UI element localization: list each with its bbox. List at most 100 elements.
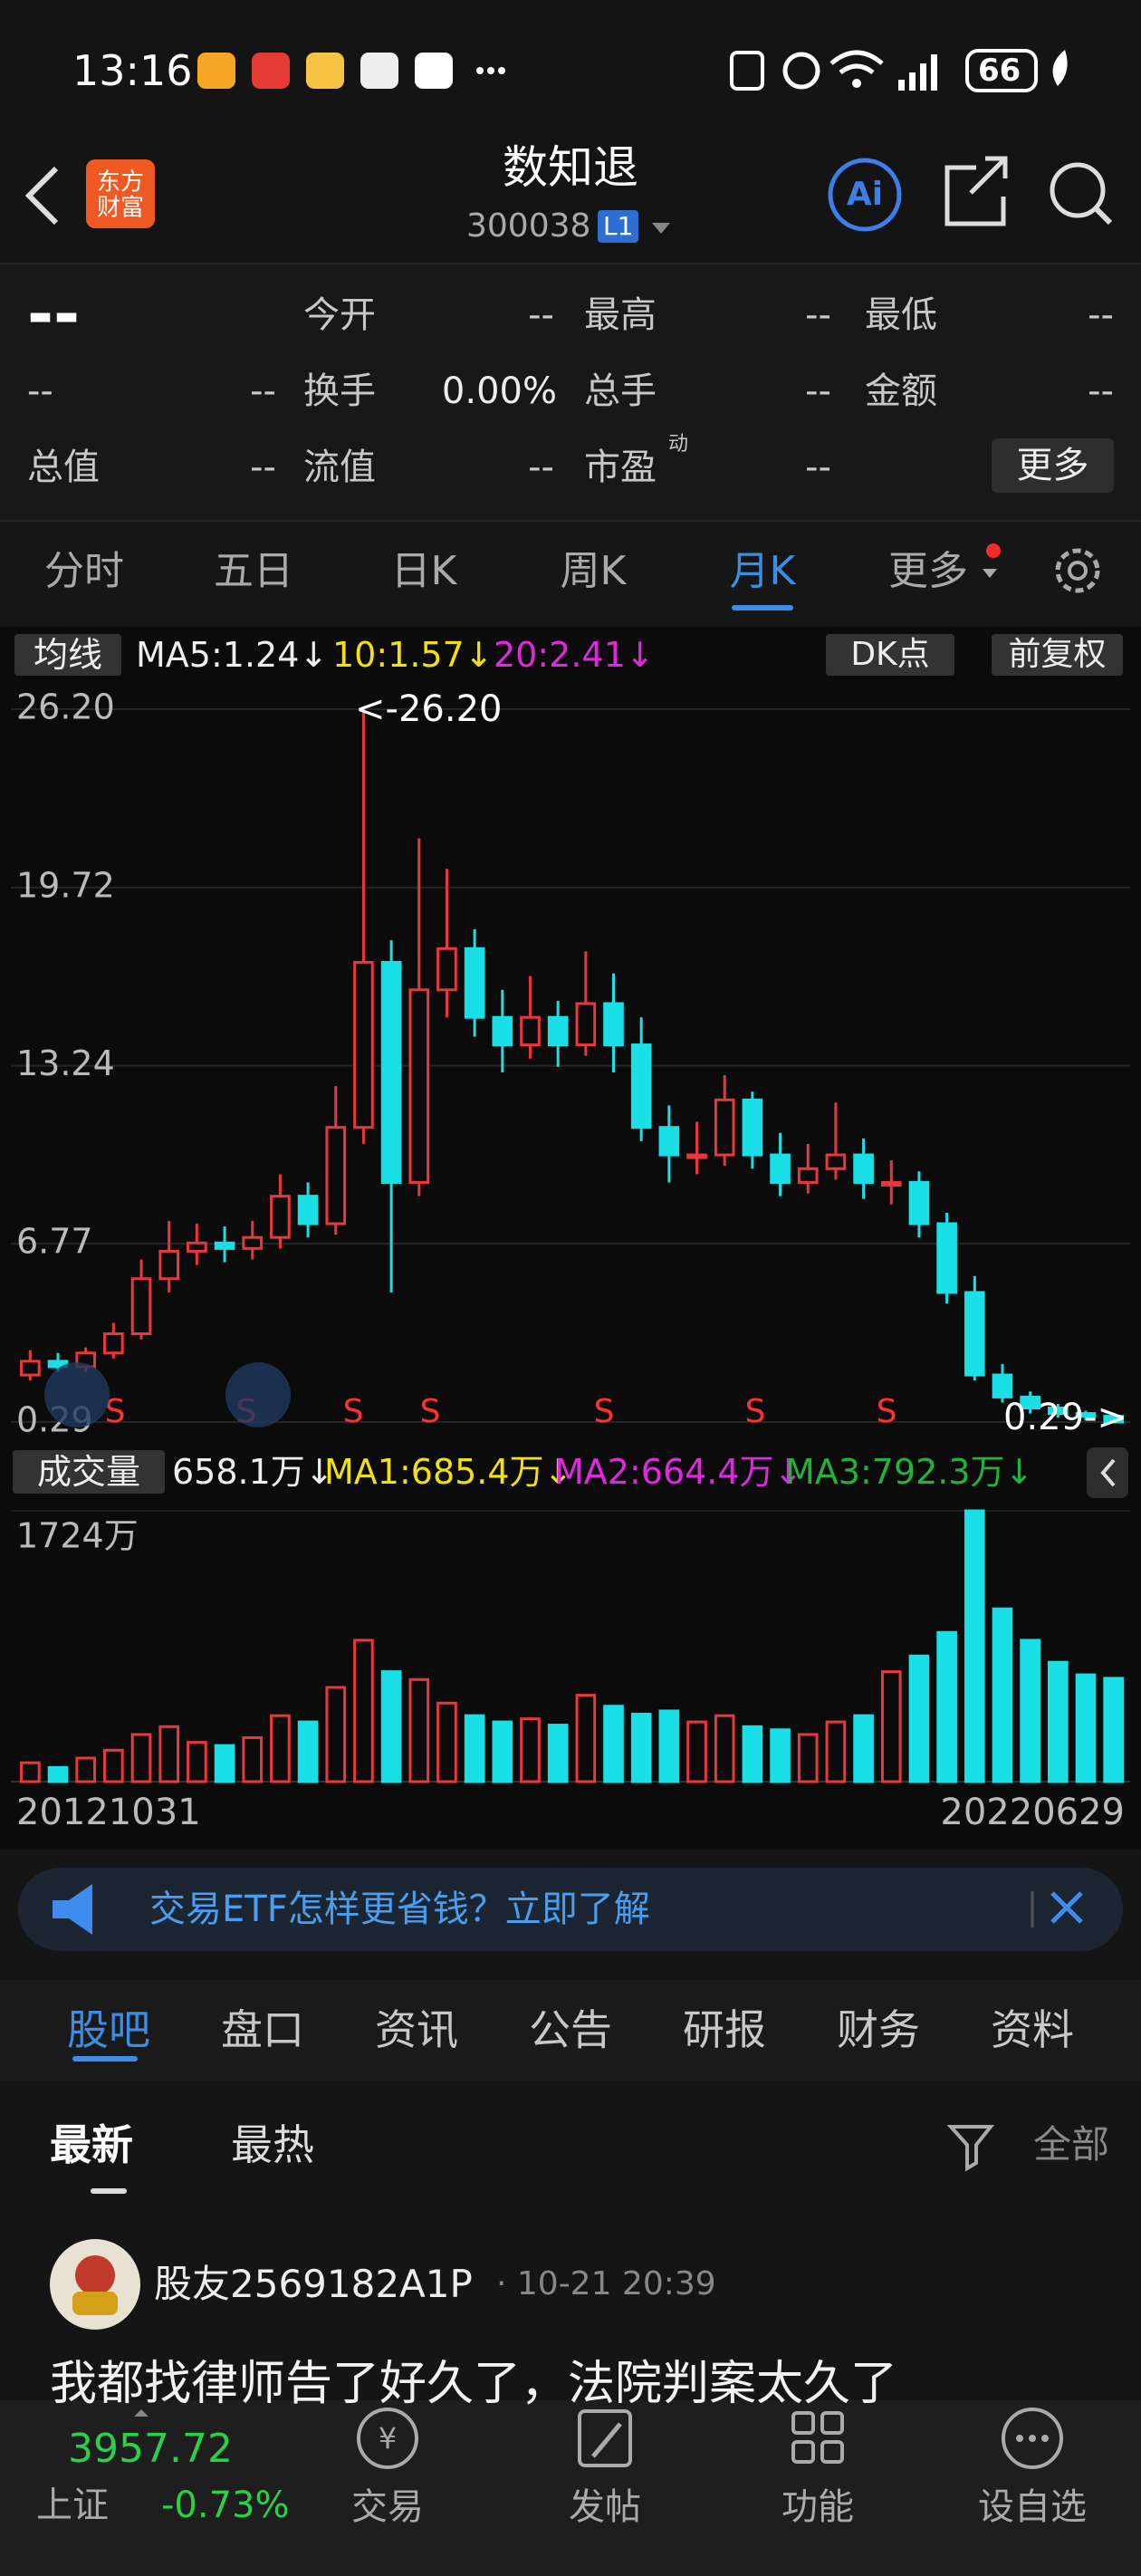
more-button[interactable]: 更多: [992, 438, 1114, 493]
field-label: 总手: [584, 370, 657, 412]
candle-body: [297, 1195, 319, 1226]
header-icons[interactable]: 东方 财富 Ai: [24, 156, 1113, 234]
section-tab[interactable]: 研报: [683, 2005, 766, 2054]
candle-body: [658, 1126, 680, 1157]
candle-body: [630, 1043, 652, 1129]
volume-bar: [992, 1607, 1013, 1783]
ma20: 20:2.41↓: [494, 635, 655, 675]
svg-text:东方: 东方: [97, 169, 144, 197]
section-tab[interactable]: 公告: [529, 2005, 612, 2054]
feed-icons: [50, 2056, 995, 2330]
volume-selector[interactable]: 成交量: [13, 1450, 165, 1494]
y-tick-label: 6.77: [16, 1222, 93, 1262]
ma-selector[interactable]: 均线: [14, 634, 121, 676]
volume-bar: [520, 1717, 541, 1783]
volume-bar: [742, 1725, 763, 1783]
tab-active[interactable]: 月K: [729, 548, 796, 594]
level-badge: L1: [598, 210, 639, 243]
volume-bar: [686, 1720, 707, 1783]
sell-signal: S: [420, 1393, 441, 1430]
section-tab[interactable]: 盘口: [221, 2005, 304, 2054]
candle-body: [325, 1126, 347, 1226]
candle-body: [130, 1277, 152, 1335]
tab[interactable]: 分时: [44, 548, 124, 594]
tab[interactable]: 周K: [560, 548, 627, 594]
candle-body: [936, 1222, 957, 1294]
nav-item[interactable]: 发帖: [569, 2486, 641, 2528]
post-user[interactable]: 股友2569182A1P: [154, 2262, 473, 2306]
volume-bar: [270, 1714, 291, 1783]
low-annotation: 0.29->: [1003, 1397, 1128, 1438]
chart-buttons[interactable]: [44, 1362, 1128, 1498]
field-value: --: [1088, 370, 1114, 412]
tab[interactable]: 更多: [888, 548, 968, 594]
section-tab[interactable]: 资料: [991, 2005, 1074, 2054]
y-tick-label: 26.20: [16, 687, 115, 727]
volume-bar: [20, 1761, 41, 1783]
volume-bar: [464, 1714, 485, 1783]
volume-bar: [353, 1639, 374, 1783]
section-tab[interactable]: 财务: [837, 2005, 920, 2054]
nav-item[interactable]: 交易: [351, 2486, 424, 2528]
tab[interactable]: 五日: [214, 548, 293, 594]
nav-item[interactable]: 设自选: [978, 2486, 1087, 2528]
ma10: 10:1.57↓: [332, 635, 494, 675]
field-label: 总值: [27, 447, 100, 488]
section-tab-active[interactable]: 股吧: [67, 2005, 150, 2054]
battery: 66: [978, 53, 1021, 89]
adjust-button[interactable]: 前复权: [992, 634, 1123, 676]
ma5: MA5:1.24↓: [136, 635, 329, 675]
candle-body: [964, 1291, 985, 1377]
tab[interactable]: 日K: [390, 548, 457, 594]
status-time: 13:16: [72, 46, 193, 95]
candle-body: [242, 1235, 264, 1250]
top-bg: [0, 0, 1141, 263]
quote-bg: [0, 263, 1141, 520]
candle-body: [742, 1098, 763, 1157]
change-pct: --: [250, 370, 276, 412]
nav-item[interactable]: 功能: [781, 2486, 854, 2528]
banner-text[interactable]: 交易ETF怎样更省钱？立即了解: [149, 1889, 650, 1930]
volume-bar: [158, 1725, 180, 1783]
post-text[interactable]: 我都找律师告了好久了，法院判案太久了: [50, 2357, 898, 2411]
candle-body: [825, 1153, 847, 1170]
candle-body: [380, 960, 402, 1184]
candle-body: [547, 1015, 569, 1047]
bottom-bar[interactable]: ¥: [0, 2400, 1141, 2576]
candle-body: [797, 1167, 819, 1184]
tab-icons[interactable]: [732, 543, 1100, 610]
dk-button[interactable]: DK点: [826, 634, 954, 676]
volume-current: 658.1万↓: [172, 1452, 334, 1492]
volume-bar: [797, 1733, 819, 1783]
sell-signal: S: [343, 1393, 364, 1430]
filter-all[interactable]: 全部: [1032, 2122, 1109, 2167]
index-value: 3957.72: [68, 2426, 233, 2472]
candle-body: [20, 1360, 41, 1377]
volume-ma1: MA1:685.4万↓: [324, 1452, 573, 1492]
section-tab[interactable]: 资讯: [375, 2005, 458, 2054]
filter-hot[interactable]: 最热: [231, 2120, 314, 2169]
candle-body: [686, 1153, 707, 1159]
high-annotation: <-26.20: [355, 688, 503, 730]
volume-bar: [714, 1714, 735, 1783]
candle-body: [714, 1098, 735, 1157]
candle-body: [1103, 1415, 1124, 1424]
volume-bar: [1047, 1660, 1069, 1783]
candle-body: [575, 1002, 597, 1047]
volume-bar: [380, 1670, 402, 1783]
candle-body: [103, 1331, 124, 1355]
candle-body: [158, 1249, 180, 1281]
filter-latest[interactable]: 最新: [50, 2120, 133, 2169]
svg-text:¥: ¥: [379, 2421, 397, 2456]
candle-body: [214, 1241, 235, 1250]
section-tabs-bg: [0, 1979, 1141, 2081]
volume-bar: [964, 1509, 985, 1783]
index-change: -0.73%: [161, 2485, 290, 2526]
banner[interactable]: [18, 1868, 1123, 1951]
chart-marks: 26.2019.7213.246.770.29SSSSSSS1724万20121…: [11, 687, 1130, 1833]
y-tick-label: 19.72: [16, 865, 115, 905]
volume-bar: [908, 1654, 930, 1783]
volume-bar: [658, 1709, 680, 1783]
volume-bar: [825, 1720, 847, 1783]
volume-bar: [575, 1694, 597, 1783]
